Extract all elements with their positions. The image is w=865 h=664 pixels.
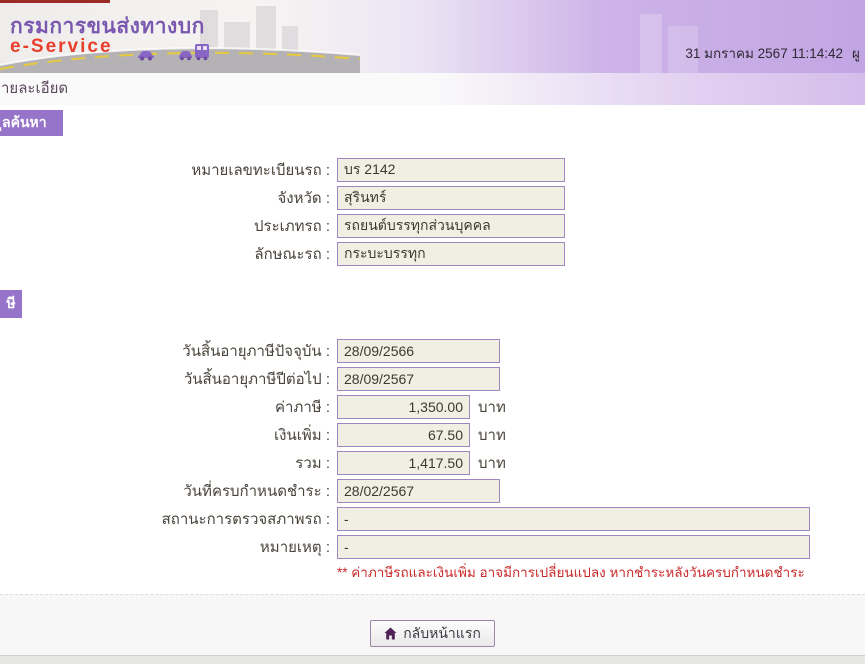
baht-unit: บาท: [478, 455, 506, 472]
remark-field[interactable]: [337, 535, 810, 559]
top-red-bar: [0, 0, 110, 3]
tax-amount-label: ค่าภาษี :: [275, 399, 330, 416]
header-banner: กรมการขนส่งทางบก e-Service 31 มกราคม 256…: [0, 0, 865, 73]
current-tax-expiry-field[interactable]: [337, 339, 500, 363]
current-tax-expiry-label: วันสิ้นอายุภาษีปัจจุบัน :: [182, 343, 330, 360]
surcharge-field[interactable]: [337, 423, 470, 447]
registration-number-label: หมายเลขทะเบียนรถ :: [191, 162, 330, 179]
vehicle-info-section: หมายเลขทะเบียนรถ : จังหวัด : ประเภทรถ : …: [0, 158, 865, 270]
footer-band: กลับหน้าแรก: [0, 594, 865, 655]
current-datetime: 31 มกราคม 2567 11:14:42: [685, 46, 843, 61]
tab-tax-data[interactable]: ษี: [0, 290, 22, 318]
vehicle-body-field[interactable]: [337, 242, 565, 266]
tax-info-section: วันสิ้นอายุภาษีปัจจุบัน : วันสิ้นอายุภาษ…: [0, 339, 865, 563]
tax-change-note: ** ค่าภาษีรถและเงินเพิ่ม อาจมีการเปลี่ยน…: [337, 565, 805, 580]
inspection-status-field[interactable]: [337, 507, 810, 531]
vehicle-type-label: ประเภทรถ :: [253, 218, 330, 235]
tab-search-data[interactable]: ูลค้นหา: [0, 110, 63, 136]
vehicle-body-label: ลักษณะรถ :: [254, 246, 330, 263]
surcharge-label: เงินเพิ่ม :: [274, 427, 330, 444]
form-row: ลักษณะรถ :: [0, 242, 865, 266]
breadcrumb: ายละเอียด: [1, 80, 69, 97]
skyline-graphic: [640, 14, 662, 73]
form-row: วันสิ้นอายุภาษีปีต่อไป :: [0, 367, 865, 391]
province-label: จังหวัด :: [277, 190, 331, 207]
form-row: หมายเหตุ :: [0, 535, 865, 559]
form-row: หมายเลขทะเบียนรถ :: [0, 158, 865, 182]
form-row: ค่าภาษี : บาท: [0, 395, 865, 419]
baht-unit: บาท: [478, 427, 506, 444]
back-to-home-button[interactable]: กลับหน้าแรก: [370, 620, 495, 647]
form-row: สถานะการตรวจสภาพรถ :: [0, 507, 865, 531]
payment-due-date-label: วันที่ครบกำหนดชำระ :: [183, 483, 330, 500]
remark-label: หมายเหตุ :: [259, 539, 330, 556]
bottom-divider-strip: [0, 655, 865, 664]
province-field[interactable]: [337, 186, 565, 210]
back-to-home-label: กลับหน้าแรก: [403, 624, 481, 641]
home-icon: [384, 627, 397, 640]
eservice-logo: e-Service: [10, 36, 113, 57]
road-graphic: [0, 47, 360, 73]
total-label: รวม :: [295, 455, 330, 472]
inspection-status-label: สถานะการตรวจสภาพรถ :: [161, 511, 330, 528]
vehicle-type-field[interactable]: [337, 214, 565, 238]
registration-number-field[interactable]: [337, 158, 565, 182]
form-row: วันสิ้นอายุภาษีปัจจุบัน :: [0, 339, 865, 363]
skyline-graphic: [668, 26, 698, 73]
payment-due-date-field[interactable]: [337, 479, 500, 503]
subheader-band: ายละเอียด: [0, 73, 865, 105]
form-row: เงินเพิ่ม : บาท: [0, 423, 865, 447]
baht-unit: บาท: [478, 399, 506, 416]
car-icon: [138, 51, 154, 61]
next-tax-expiry-label: วันสิ้นอายุภาษีปีต่อไป :: [183, 371, 330, 388]
org-name: กรมการขนส่งทางบก: [10, 15, 205, 38]
user-link-clipped[interactable]: ผู: [852, 46, 860, 61]
total-field[interactable]: [337, 451, 470, 475]
form-row: รวม : บาท: [0, 451, 865, 475]
form-row: จังหวัด :: [0, 186, 865, 210]
car-and-bus-icon: [179, 44, 209, 61]
tax-amount-field[interactable]: [337, 395, 470, 419]
form-row: วันที่ครบกำหนดชำระ :: [0, 479, 865, 503]
next-tax-expiry-field[interactable]: [337, 367, 500, 391]
form-row: ประเภทรถ :: [0, 214, 865, 238]
